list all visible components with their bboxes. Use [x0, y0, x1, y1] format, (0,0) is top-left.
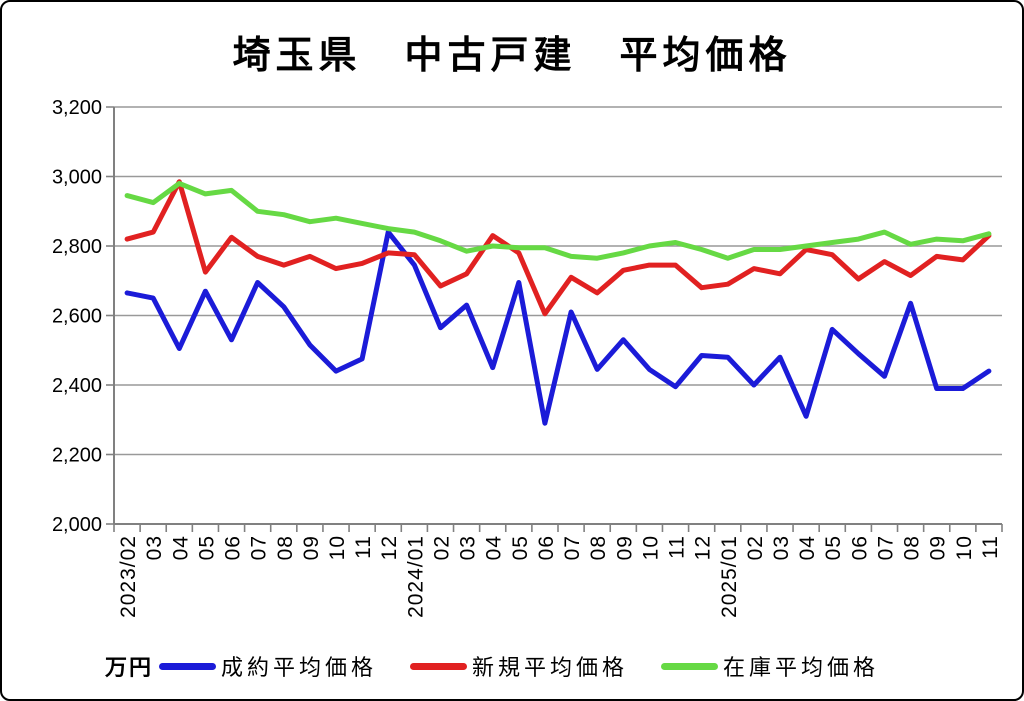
- series-line-new-avg-price: [124, 179, 992, 317]
- x-axis-label: 10: [326, 535, 349, 560]
- x-axis-label: 05: [509, 535, 532, 560]
- x-axis-label: 05: [195, 535, 218, 560]
- x-axis-label: 09: [300, 535, 323, 560]
- stock-line-swatch: [661, 662, 719, 670]
- x-axis-label: 03: [457, 535, 480, 560]
- legend-label-new-avg: 新規平均価格: [472, 655, 629, 680]
- chart-title: 埼玉県 中古戸建 平均価格: [232, 35, 792, 77]
- x-axis-label: 11: [666, 535, 689, 559]
- legend-label-contract-avg: 成約平均価格: [221, 655, 378, 680]
- legend-label-stock-avg: 在庫平均価格: [723, 655, 880, 680]
- y-axis-label: 3,000: [52, 167, 102, 189]
- legend-item-contract-avg: 成約平均価格: [159, 650, 377, 682]
- x-axis-label: 2024/01: [404, 535, 427, 618]
- y-axis-label: 2,000: [52, 514, 102, 536]
- x-axis-label: 05: [822, 535, 845, 560]
- y-axis-label: 2,800: [52, 236, 102, 258]
- x-axis-label: 02: [744, 535, 767, 560]
- contract-line-swatch: [159, 662, 217, 670]
- x-axis-label: 06: [848, 535, 871, 560]
- x-axis-label: 02: [430, 535, 453, 560]
- x-axis-label: 11: [352, 535, 375, 559]
- x-axis-label: 03: [143, 535, 166, 560]
- x-axis-label: 09: [613, 535, 636, 560]
- y-unit-label: 万円: [105, 655, 154, 680]
- x-axis-label: 04: [483, 535, 506, 560]
- x-axis-label: 06: [535, 535, 558, 560]
- legend-item-stock-avg: 在庫平均価格: [661, 650, 879, 682]
- legend: 万円 成約平均価格 新規平均価格 在庫平均価格: [105, 650, 912, 682]
- y-axis-label: 2,400: [52, 375, 102, 397]
- x-axis-label: 03: [770, 535, 793, 560]
- x-axis-label: 12: [378, 535, 401, 560]
- x-axis-label: 04: [169, 535, 192, 560]
- x-axis-label: 10: [639, 535, 662, 560]
- x-axis-label: 04: [796, 535, 819, 560]
- x-axis-label: 09: [927, 535, 950, 560]
- series-line-stock-avg-price: [124, 180, 992, 261]
- y-axis-label: 3,200: [52, 97, 102, 119]
- x-axis-label: 08: [901, 535, 924, 560]
- legend-item-new-avg: 新規平均価格: [410, 650, 628, 682]
- series-line-contract-avg-price: [124, 229, 992, 426]
- x-axis-label: 11: [979, 535, 1002, 559]
- x-axis-label: 10: [953, 535, 976, 560]
- x-axis-label: 08: [587, 535, 610, 560]
- x-axis-label: 07: [248, 535, 271, 560]
- new-line-swatch: [410, 662, 468, 670]
- x-axis-label: 2025/01: [718, 535, 741, 618]
- x-axis-label: 12: [692, 535, 715, 560]
- x-axis-label: 07: [561, 535, 584, 560]
- x-axis-label: 08: [274, 535, 297, 560]
- x-axis-label: 2023/02: [117, 535, 140, 618]
- y-axis-label: 2,600: [52, 306, 102, 328]
- y-axis-label: 2,200: [52, 445, 102, 467]
- x-axis-label: 07: [874, 535, 897, 560]
- x-axis-label: 06: [222, 535, 245, 560]
